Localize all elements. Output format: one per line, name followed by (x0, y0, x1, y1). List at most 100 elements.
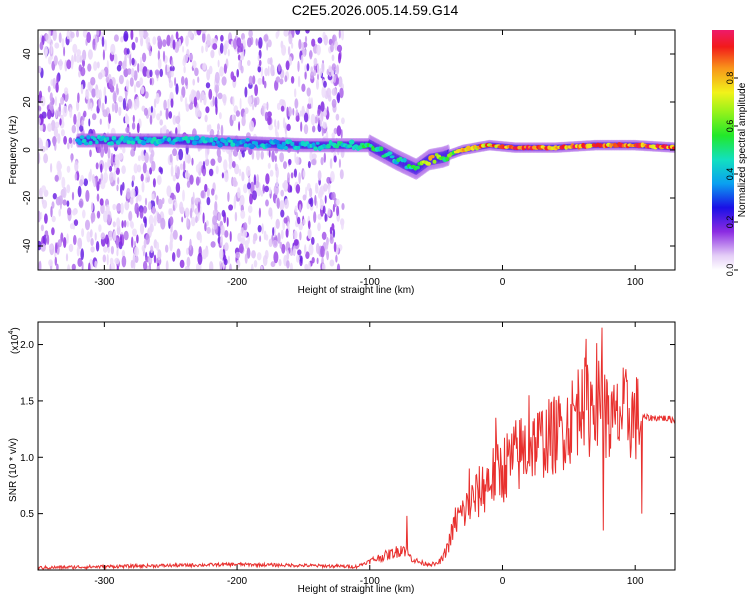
ridge-cell (224, 141, 229, 146)
ridge-cell (313, 146, 318, 151)
noise-cell (132, 228, 137, 237)
noise-cell (265, 173, 270, 185)
noise-cell (66, 233, 69, 244)
noise-cell (330, 43, 334, 53)
noise-cell (253, 260, 258, 268)
noise-cell (244, 86, 248, 98)
noise-cell (135, 36, 139, 43)
noise-cell (100, 172, 104, 182)
noise-cell (247, 205, 253, 214)
noise-cell (113, 34, 119, 42)
ridge-cell (288, 139, 292, 143)
noise-cell (279, 78, 284, 85)
noise-cell (316, 63, 320, 75)
noise-cell (315, 242, 320, 254)
noise-cell (133, 163, 138, 174)
noise-cell (262, 184, 266, 194)
noise-cell (317, 108, 321, 116)
noise-cell (242, 230, 247, 238)
noise-cell (108, 78, 113, 89)
noise-cell (239, 98, 242, 110)
noise-cell (145, 233, 150, 245)
noise-cell (160, 167, 163, 175)
noise-cell (137, 63, 140, 73)
noise-cell (152, 36, 157, 45)
noise-cell (110, 43, 116, 56)
colorbar: 0.0 0.2 0.4 0.6 0.8 Normalized spectral ampl… (712, 30, 748, 276)
noise-cell (219, 112, 222, 120)
ridge-cell (86, 135, 91, 140)
noise-cell (238, 243, 244, 254)
noise-cell (270, 261, 276, 268)
noise-cell (310, 97, 313, 109)
noise-cell (119, 233, 123, 246)
noise-cell (311, 257, 315, 264)
noise-cell (152, 205, 156, 215)
noise-cell (336, 44, 343, 53)
noise-cell (219, 42, 224, 54)
colorbar-tick-label: 0.8 (725, 72, 735, 85)
noise-cell (58, 58, 63, 71)
noise-cell (216, 148, 221, 158)
noise-cell (165, 64, 168, 76)
noise-cell (68, 137, 73, 144)
noise-cell (249, 193, 253, 205)
noise-cell (85, 189, 90, 202)
noise-cell (140, 173, 144, 182)
noise-cell (336, 263, 341, 270)
noise-cell (251, 250, 256, 259)
noise-cell (140, 86, 145, 95)
noise-cell (210, 241, 216, 248)
noise-cell (289, 262, 293, 270)
noise-cell (197, 110, 202, 117)
noise-cell (316, 257, 319, 264)
noise-cell (180, 94, 183, 102)
noise-cell (40, 243, 46, 252)
noise-cell (176, 153, 179, 162)
noise-cell (103, 171, 108, 184)
noise-cell (317, 170, 322, 181)
noise-cell (245, 165, 251, 177)
ridge-cell (200, 136, 206, 142)
noise-cell (192, 60, 197, 69)
noise-cell (301, 42, 304, 51)
noise-cell (128, 210, 133, 222)
noise-cell (137, 155, 141, 162)
noise-cell (155, 241, 160, 251)
noise-cell (43, 46, 49, 57)
noise-cell (48, 259, 53, 267)
noise-cell (322, 121, 328, 129)
noise-cell (237, 187, 241, 199)
noise-cell (137, 164, 142, 173)
noise-cell (286, 106, 289, 119)
noise-cell (215, 104, 218, 116)
noise-cell (247, 60, 251, 66)
snr-multiplier-label: (x104) (8, 327, 21, 354)
noise-cell (183, 160, 186, 173)
noise-cell (197, 76, 200, 83)
noise-cell (143, 107, 149, 116)
ridge-cell (348, 139, 355, 145)
noise-cell (210, 158, 216, 166)
noise-cell (156, 113, 161, 121)
noise-cell (125, 79, 130, 92)
noise-cell (324, 213, 327, 222)
noise-cell (261, 105, 264, 117)
noise-cell (71, 263, 76, 270)
noise-cell (38, 152, 41, 164)
noise-cell (310, 113, 316, 126)
noise-cell (46, 234, 50, 245)
noise-cell (232, 75, 237, 83)
noise-cell (336, 125, 342, 137)
noise-cell (171, 59, 174, 68)
noise-cell (233, 114, 236, 122)
noise-cell (341, 117, 345, 125)
noise-cell (244, 107, 249, 114)
noise-cell (168, 72, 171, 84)
noise-cell (315, 184, 319, 194)
snr-frame (37, 321, 676, 571)
x-tick-label: 0 (500, 277, 506, 288)
noise-cell (269, 57, 273, 66)
noise-cell (116, 83, 119, 94)
noise-cell (331, 63, 337, 71)
